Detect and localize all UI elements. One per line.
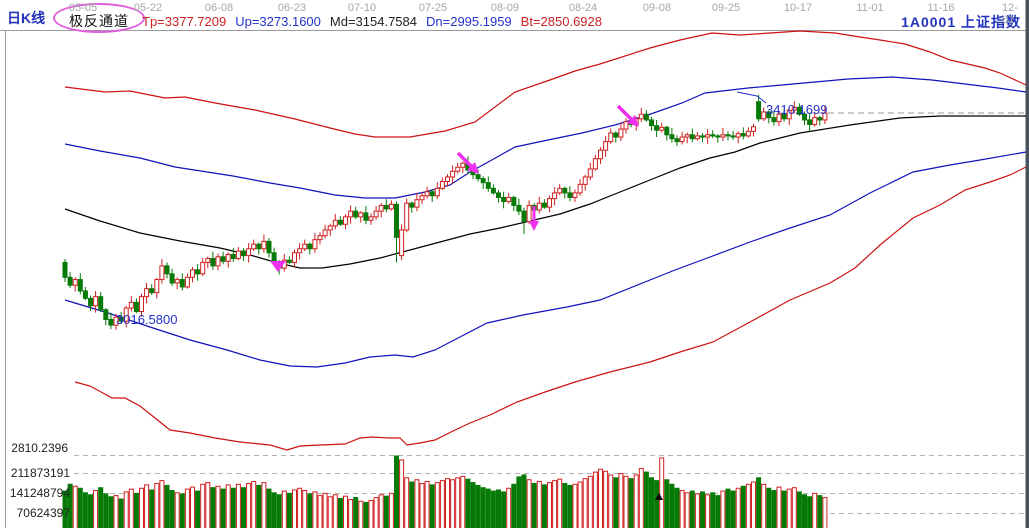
volume-axis-label: 211873191 bbox=[10, 466, 70, 480]
volume-axis-label: 70624397 bbox=[16, 506, 70, 520]
period-selector[interactable]: 日K线 bbox=[7, 10, 46, 26]
channel-line-Md bbox=[64, 115, 1026, 269]
annotation-layer bbox=[655, 91, 767, 500]
date-tick: 07-10 bbox=[347, 2, 377, 14]
date-tick: 11-16 bbox=[927, 2, 955, 14]
channel-line-Up bbox=[64, 76, 1027, 199]
channel-lines-layer bbox=[64, 30, 1027, 451]
date-tick: 08-24 bbox=[568, 2, 598, 14]
channel-line-Dn bbox=[64, 151, 1027, 368]
annotation-low-price: 3016.5800 bbox=[116, 312, 178, 327]
symbol-name: 上证指数 bbox=[961, 14, 1021, 30]
date-tick: 08-09 bbox=[490, 2, 520, 14]
indicator-value-bt: Bt=2850.6928 bbox=[520, 14, 602, 29]
symbol-label[interactable]: 1A0001 上证指数 bbox=[901, 12, 1021, 32]
volume-cursor-icon bbox=[655, 493, 663, 500]
date-tick: 06-08 bbox=[204, 2, 234, 14]
volume-axis-label: 141248794 bbox=[9, 486, 70, 500]
volume-layer bbox=[62, 455, 828, 528]
right-frame-border bbox=[1025, 0, 1029, 528]
indicator-value-up: Up=3273.1600 bbox=[235, 14, 321, 29]
indicator-value-dn: Dn=2995.1959 bbox=[426, 14, 512, 29]
signal-arrow-se-icon bbox=[627, 115, 639, 127]
annotation-last-price: 3410.1699 bbox=[766, 102, 828, 117]
signal-arrow-se-icon bbox=[467, 162, 479, 174]
indicator-value-tp: Tp=3377.7209 bbox=[142, 14, 227, 29]
price-axis-label: 2810.2396 bbox=[11, 441, 68, 455]
gridlines-layer bbox=[74, 112, 1026, 514]
channel-line-Tp bbox=[64, 30, 1027, 138]
indicator-values-row: Tp=3377.7209 Up=3273.1600 Md=3154.7584 D… bbox=[142, 14, 602, 29]
date-tick: 09-08 bbox=[642, 2, 672, 14]
date-tick: 05-22 bbox=[133, 2, 163, 14]
signal-arrows-layer bbox=[270, 104, 639, 272]
signal-arrow-down-icon bbox=[529, 221, 539, 231]
date-tick: 05-05 bbox=[68, 2, 98, 14]
symbol-code: 1A0001 bbox=[901, 14, 957, 30]
date-tick: 06-23 bbox=[277, 2, 307, 14]
indicator-value-md: Md=3154.7584 bbox=[329, 14, 417, 29]
date-tick: 10-17 bbox=[783, 2, 813, 14]
date-tick: 09-25 bbox=[711, 2, 741, 14]
date-tick: 12-01 bbox=[1002, 2, 1018, 26]
indicator-highlight-ellipse bbox=[53, 3, 145, 33]
indicator-name[interactable]: 极反通道 bbox=[69, 13, 129, 29]
date-tick: 11-01 bbox=[856, 2, 884, 14]
channel-line-Bt bbox=[74, 166, 1027, 451]
date-tick: 07-25 bbox=[418, 2, 448, 14]
signal-triangle-down-icon bbox=[270, 261, 286, 272]
candles-layer bbox=[62, 94, 828, 330]
